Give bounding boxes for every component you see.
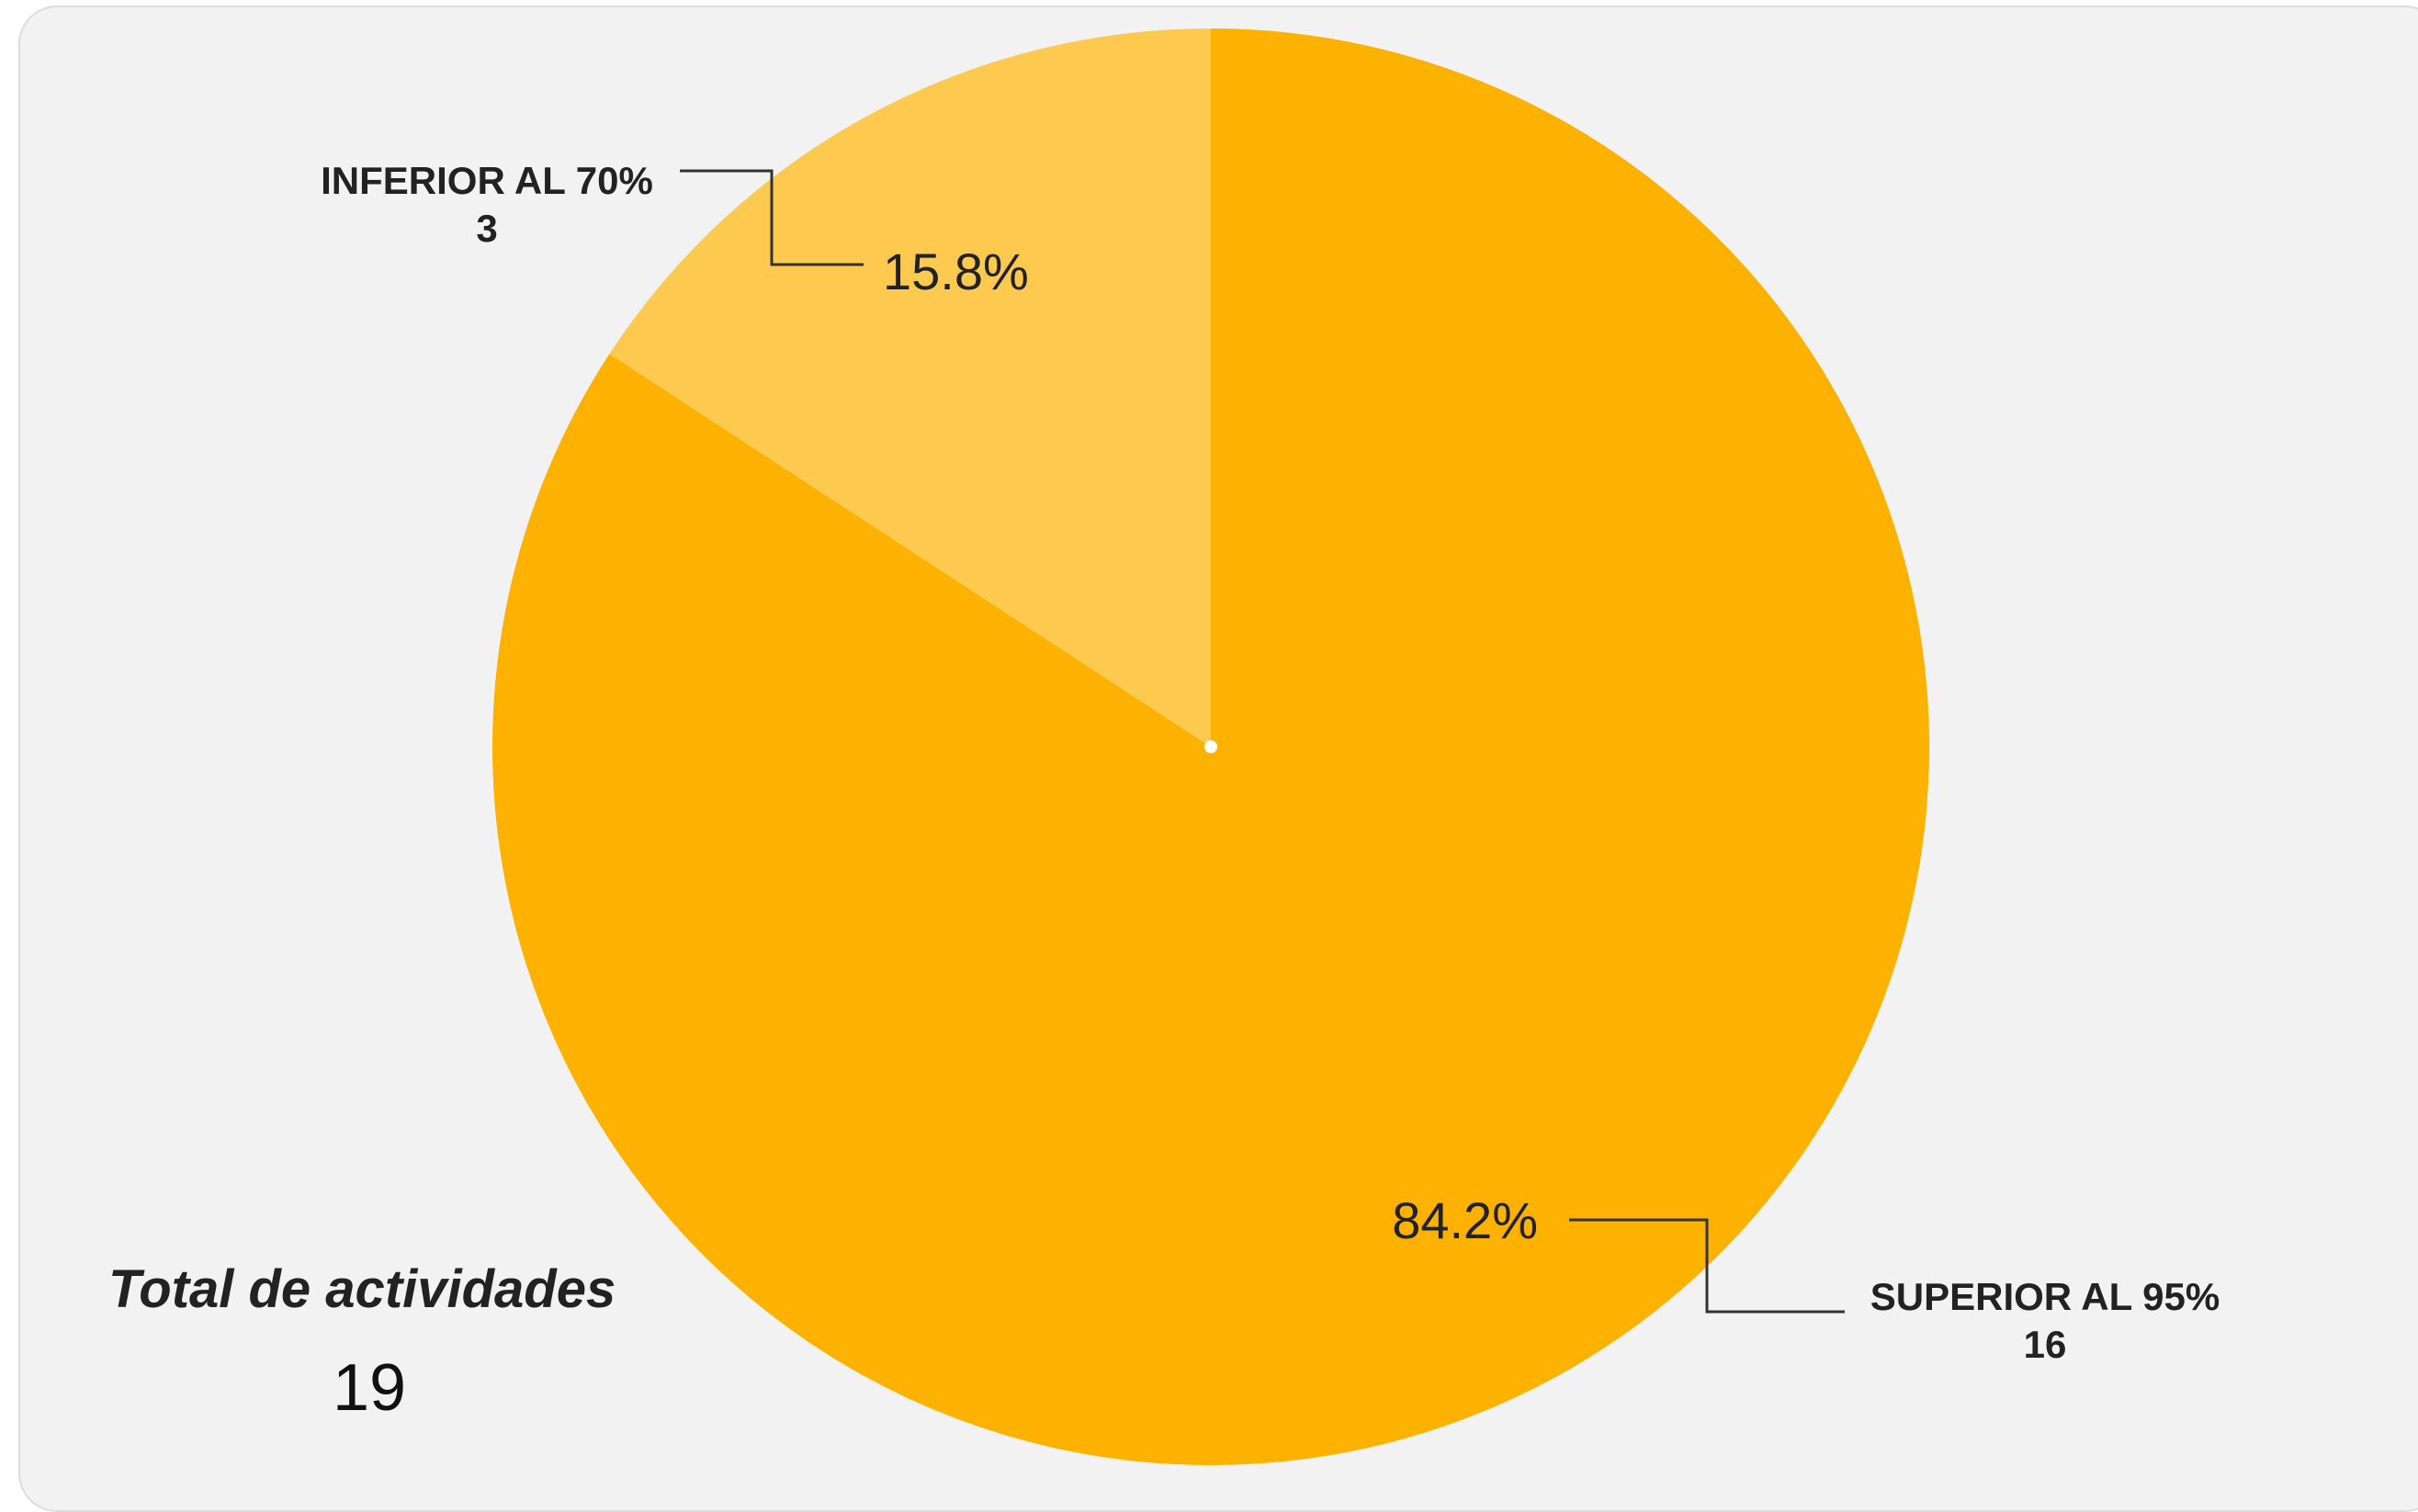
slice-label-inferior: INFERIOR AL 70% [321,159,653,202]
leader-line-superior [1569,1218,1845,1314]
pie-slice-inferior [609,28,1211,747]
slice-count-inferior: 3 [476,207,497,250]
leader-line-inferior [680,169,864,266]
pie-chart: INFERIOR AL 70% 3 15.8% 84.2% SUPERIOR A… [321,28,2220,1465]
slice-count-superior: 16 [2024,1323,2067,1366]
slice-label-superior: SUPERIOR AL 95% [1870,1275,2220,1318]
total-activities-value: 19 [333,1351,407,1425]
pie-center-dot [1204,740,1217,753]
total-activities-title: Total de actividades [108,1259,616,1319]
slice-percent-inferior: 15.8% [883,243,1029,300]
slice-percent-superior: 84.2% [1392,1191,1538,1249]
